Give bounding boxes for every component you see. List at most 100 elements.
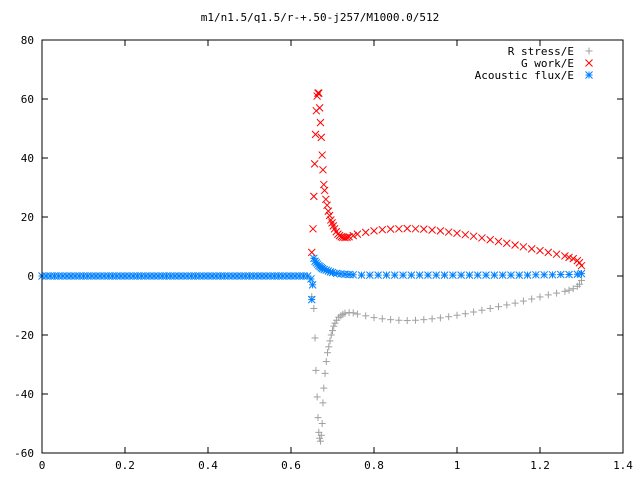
data-point bbox=[314, 414, 322, 422]
data-point bbox=[353, 310, 361, 318]
data-point bbox=[323, 201, 331, 210]
data-point bbox=[440, 271, 449, 279]
data-point bbox=[420, 316, 428, 324]
data-point bbox=[362, 312, 370, 320]
data-point bbox=[318, 151, 326, 159]
data-point bbox=[578, 276, 585, 284]
data-point bbox=[308, 280, 317, 289]
legend-label: R stress/E bbox=[508, 45, 574, 58]
legend-label: Acoustic flux/E bbox=[475, 69, 574, 82]
y-tick-label: 80 bbox=[21, 34, 34, 47]
series-2 bbox=[307, 89, 586, 270]
data-point bbox=[412, 316, 419, 324]
x-axis-ticks: 0 0.2 0.4 0.6 0.8 1 1.2 1.4 bbox=[39, 40, 633, 472]
data-point bbox=[317, 431, 325, 439]
data-point bbox=[316, 437, 324, 445]
data-point bbox=[326, 337, 334, 345]
data-point bbox=[561, 287, 569, 295]
data-point bbox=[370, 314, 378, 322]
data-point bbox=[317, 133, 326, 142]
data-point bbox=[448, 271, 457, 279]
data-point bbox=[349, 231, 358, 240]
data-point bbox=[486, 235, 495, 244]
data-point bbox=[331, 319, 339, 327]
data-point bbox=[415, 271, 424, 279]
data-point bbox=[411, 224, 420, 233]
y-tick-label: -60 bbox=[14, 447, 34, 460]
data-point bbox=[548, 270, 557, 279]
data-point bbox=[316, 118, 325, 127]
x-tick-label: 0.4 bbox=[198, 459, 218, 472]
data-point bbox=[511, 241, 519, 249]
data-point bbox=[399, 271, 407, 279]
data-point bbox=[321, 369, 329, 377]
data-point bbox=[324, 349, 332, 357]
data-point bbox=[395, 224, 403, 233]
data-point bbox=[569, 285, 577, 293]
data-point bbox=[322, 358, 330, 366]
data-point bbox=[332, 269, 341, 278]
x-tick-label: 1 bbox=[454, 459, 461, 472]
data-point bbox=[325, 211, 334, 220]
data-point bbox=[428, 315, 436, 323]
data-point bbox=[320, 384, 328, 392]
data-point bbox=[407, 271, 416, 279]
data-point bbox=[536, 293, 544, 301]
data-point bbox=[544, 248, 553, 257]
data-point bbox=[490, 271, 499, 279]
data-point bbox=[390, 271, 399, 279]
y-tick-label: 0 bbox=[27, 270, 34, 283]
data-point bbox=[419, 225, 428, 233]
data-point bbox=[461, 310, 469, 318]
data-point bbox=[556, 270, 565, 279]
data-point bbox=[495, 303, 502, 311]
legend-label: G work/E bbox=[521, 57, 574, 70]
data-point bbox=[486, 304, 494, 312]
data-point bbox=[327, 331, 335, 339]
data-point bbox=[315, 103, 324, 112]
data-point bbox=[445, 313, 453, 321]
data-point bbox=[478, 234, 486, 242]
data-point bbox=[461, 230, 470, 239]
data-point bbox=[453, 311, 461, 319]
x-tick-label: 0 bbox=[39, 459, 46, 472]
data-point bbox=[353, 230, 362, 238]
data-point bbox=[320, 186, 329, 195]
data-point bbox=[444, 228, 453, 236]
data-point bbox=[565, 286, 573, 294]
data-point bbox=[395, 316, 403, 324]
data-point bbox=[314, 89, 322, 97]
data-points bbox=[38, 89, 586, 445]
y-tick-label: 40 bbox=[21, 152, 34, 165]
data-point bbox=[309, 192, 318, 201]
data-point bbox=[453, 229, 461, 238]
data-point bbox=[457, 271, 466, 279]
data-point bbox=[428, 226, 436, 234]
data-point bbox=[386, 225, 395, 233]
chart-title: m1/n1.5/q1.5/r-+.50-j257/M1000.0/512 bbox=[201, 11, 439, 24]
data-point bbox=[325, 343, 333, 351]
data-point bbox=[436, 227, 445, 235]
y-tick-label: -20 bbox=[14, 329, 34, 342]
data-point bbox=[575, 280, 583, 288]
data-point bbox=[527, 245, 536, 253]
data-point bbox=[318, 420, 326, 427]
data-point bbox=[436, 314, 444, 322]
data-point bbox=[378, 315, 386, 323]
data-point bbox=[553, 289, 561, 297]
data-point bbox=[307, 248, 316, 257]
data-point bbox=[361, 228, 370, 237]
data-point bbox=[341, 309, 349, 317]
data-point bbox=[465, 271, 474, 279]
legend-marker bbox=[585, 47, 593, 55]
x-tick-label: 1.2 bbox=[530, 459, 550, 472]
data-point bbox=[322, 195, 330, 204]
data-point bbox=[424, 271, 432, 279]
data-point bbox=[470, 308, 478, 316]
data-point bbox=[370, 227, 378, 235]
data-point bbox=[519, 242, 528, 251]
y-tick-label: 20 bbox=[21, 211, 34, 224]
data-point bbox=[531, 270, 540, 279]
data-point bbox=[494, 237, 503, 246]
